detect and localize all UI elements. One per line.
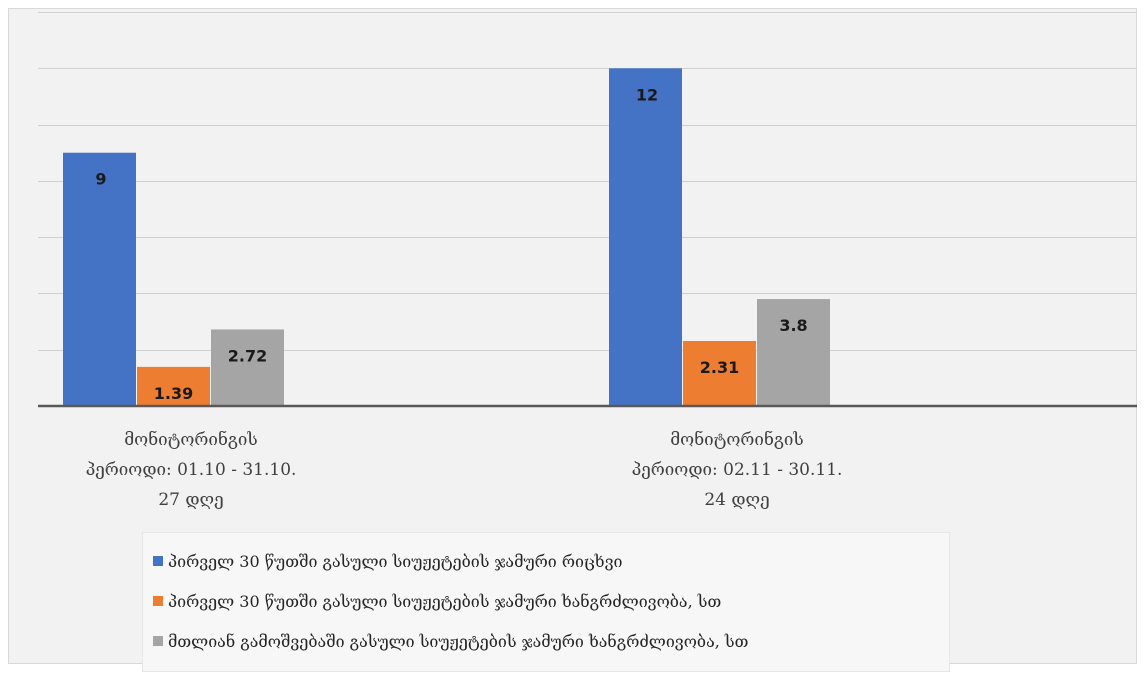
category-label-0-line-0: მონიტორინგის bbox=[124, 430, 258, 450]
data-label-series-1-cat-0: 1.39 bbox=[154, 384, 193, 403]
legend-item-1: პირველ 30 წუთში გასული სიუჟეტების ჯამური… bbox=[143, 581, 949, 621]
category-label-1-line-2: 24 დღე bbox=[704, 490, 769, 510]
gridlines bbox=[38, 12, 1137, 351]
legend-label-1: პირველ 30 წუთში გასული სიუჟეტების ჯამური… bbox=[168, 591, 722, 611]
category-label-0: მონიტორინგის პერიოდი: 01.10 - 31.10. 27 დღ… bbox=[86, 430, 297, 510]
category-label-0-line-2: 27 დღე bbox=[158, 490, 223, 510]
bar-series-0-cat-0 bbox=[63, 152, 136, 406]
category-label-0-line-1: პერიოდი: 01.10 - 31.10. bbox=[86, 460, 297, 480]
legend-item-2: მთლიან გამოშვებაში გასული სიუჟეტების ჯამ… bbox=[143, 621, 949, 661]
bar-series-2-cat-1 bbox=[757, 299, 830, 406]
legend-item-0: პირველ 30 წუთში გასული სიუჟეტების ჯამური… bbox=[143, 541, 949, 581]
data-label-series-2-cat-1: 3.8 bbox=[779, 316, 807, 335]
bar-series-2-cat-0 bbox=[211, 329, 284, 406]
category-label-1-line-0: მონიტორინგის bbox=[670, 430, 804, 450]
data-label-series-0-cat-1: 12 bbox=[636, 85, 658, 104]
bars: 9 12 1.39 2.31 2.72 3.8 bbox=[63, 68, 830, 407]
category-label-1: მონიტორინგის პერიოდი: 02.11 - 30.11. 24 დღ… bbox=[632, 430, 843, 510]
legend-label-2: მთლიან გამოშვებაში გასული სიუჟეტების ჯამ… bbox=[168, 631, 749, 651]
legend-swatch-1 bbox=[153, 596, 163, 606]
bar-series-0-cat-1 bbox=[609, 68, 682, 407]
bar-series-1-cat-0 bbox=[137, 366, 210, 406]
data-label-series-0-cat-0: 9 bbox=[95, 170, 106, 189]
category-labels: მონიტორინგის პერიოდი: 01.10 - 31.10. 27 დღ… bbox=[86, 430, 843, 510]
legend-label-0: პირველ 30 წუთში გასული სიუჟეტების ჯამური… bbox=[168, 551, 623, 571]
legend-swatch-0 bbox=[153, 556, 163, 566]
legend-swatch-2 bbox=[153, 636, 163, 646]
legend: პირველ 30 წუთში გასული სიუჟეტების ჯამური… bbox=[142, 532, 950, 672]
data-label-series-1-cat-1: 2.31 bbox=[700, 358, 739, 377]
category-label-1-line-1: პერიოდი: 02.11 - 30.11. bbox=[632, 460, 843, 480]
bar-series-1-cat-1 bbox=[683, 340, 756, 406]
data-label-series-2-cat-0: 2.72 bbox=[228, 346, 267, 365]
